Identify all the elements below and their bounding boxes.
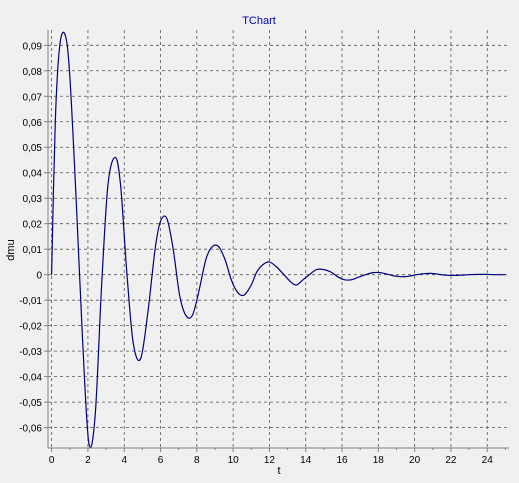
x-tick-label: 14 (300, 455, 312, 466)
x-axis-ticks: 0 2 4 6 8 10 12 14 16 18 20 22 24 (49, 448, 506, 466)
x-tick-label: 24 (482, 455, 494, 466)
y-tick-label: -0,06 (19, 424, 42, 435)
y-tick-label: 0,06 (23, 118, 43, 129)
series-line (51, 31, 506, 449)
x-tick-label: 10 (228, 455, 240, 466)
x-tick-label: 2 (85, 455, 91, 466)
y-tick-label: -0,05 (19, 398, 42, 409)
x-tick-label: 0 (49, 455, 55, 466)
y-axis-label: dmu (5, 239, 17, 260)
gridlines (48, 30, 509, 448)
y-tick-label: 0,02 (23, 220, 43, 231)
plot-area (48, 30, 509, 448)
y-tick-label: 0,05 (23, 143, 43, 154)
x-tick-label: 18 (373, 455, 385, 466)
y-tick-label: -0,01 (19, 296, 42, 307)
series-layer (51, 31, 506, 449)
x-tick-label: 22 (445, 455, 457, 466)
y-tick-label: 0,03 (23, 194, 43, 205)
y-tick-label: -0,03 (19, 347, 42, 358)
x-tick-label: 8 (194, 455, 200, 466)
x-tick-label: 6 (158, 455, 164, 466)
y-tick-label: -0,02 (19, 322, 42, 333)
chart-title: TChart (242, 15, 276, 27)
y-tick-label: -0,04 (19, 373, 42, 384)
x-tick-label: 4 (121, 455, 127, 466)
x-tick-label: 20 (409, 455, 421, 466)
y-tick-label: 0 (36, 271, 42, 282)
y-axis-ticks: 0,09 0,08 0,07 0,06 0,05 0,04 0,03 0,02 0,01 0 -0,… (19, 41, 48, 435)
x-tick-label: 12 (264, 455, 276, 466)
y-tick-label: 0,04 (23, 169, 43, 180)
x-tick-label: 16 (336, 455, 348, 466)
y-tick-label: 0,01 (23, 245, 43, 256)
y-tick-label: 0,09 (23, 41, 43, 52)
y-tick-label: 0,08 (23, 67, 43, 78)
x-axis-label: t (277, 465, 280, 477)
y-tick-label: 0,07 (23, 92, 43, 103)
